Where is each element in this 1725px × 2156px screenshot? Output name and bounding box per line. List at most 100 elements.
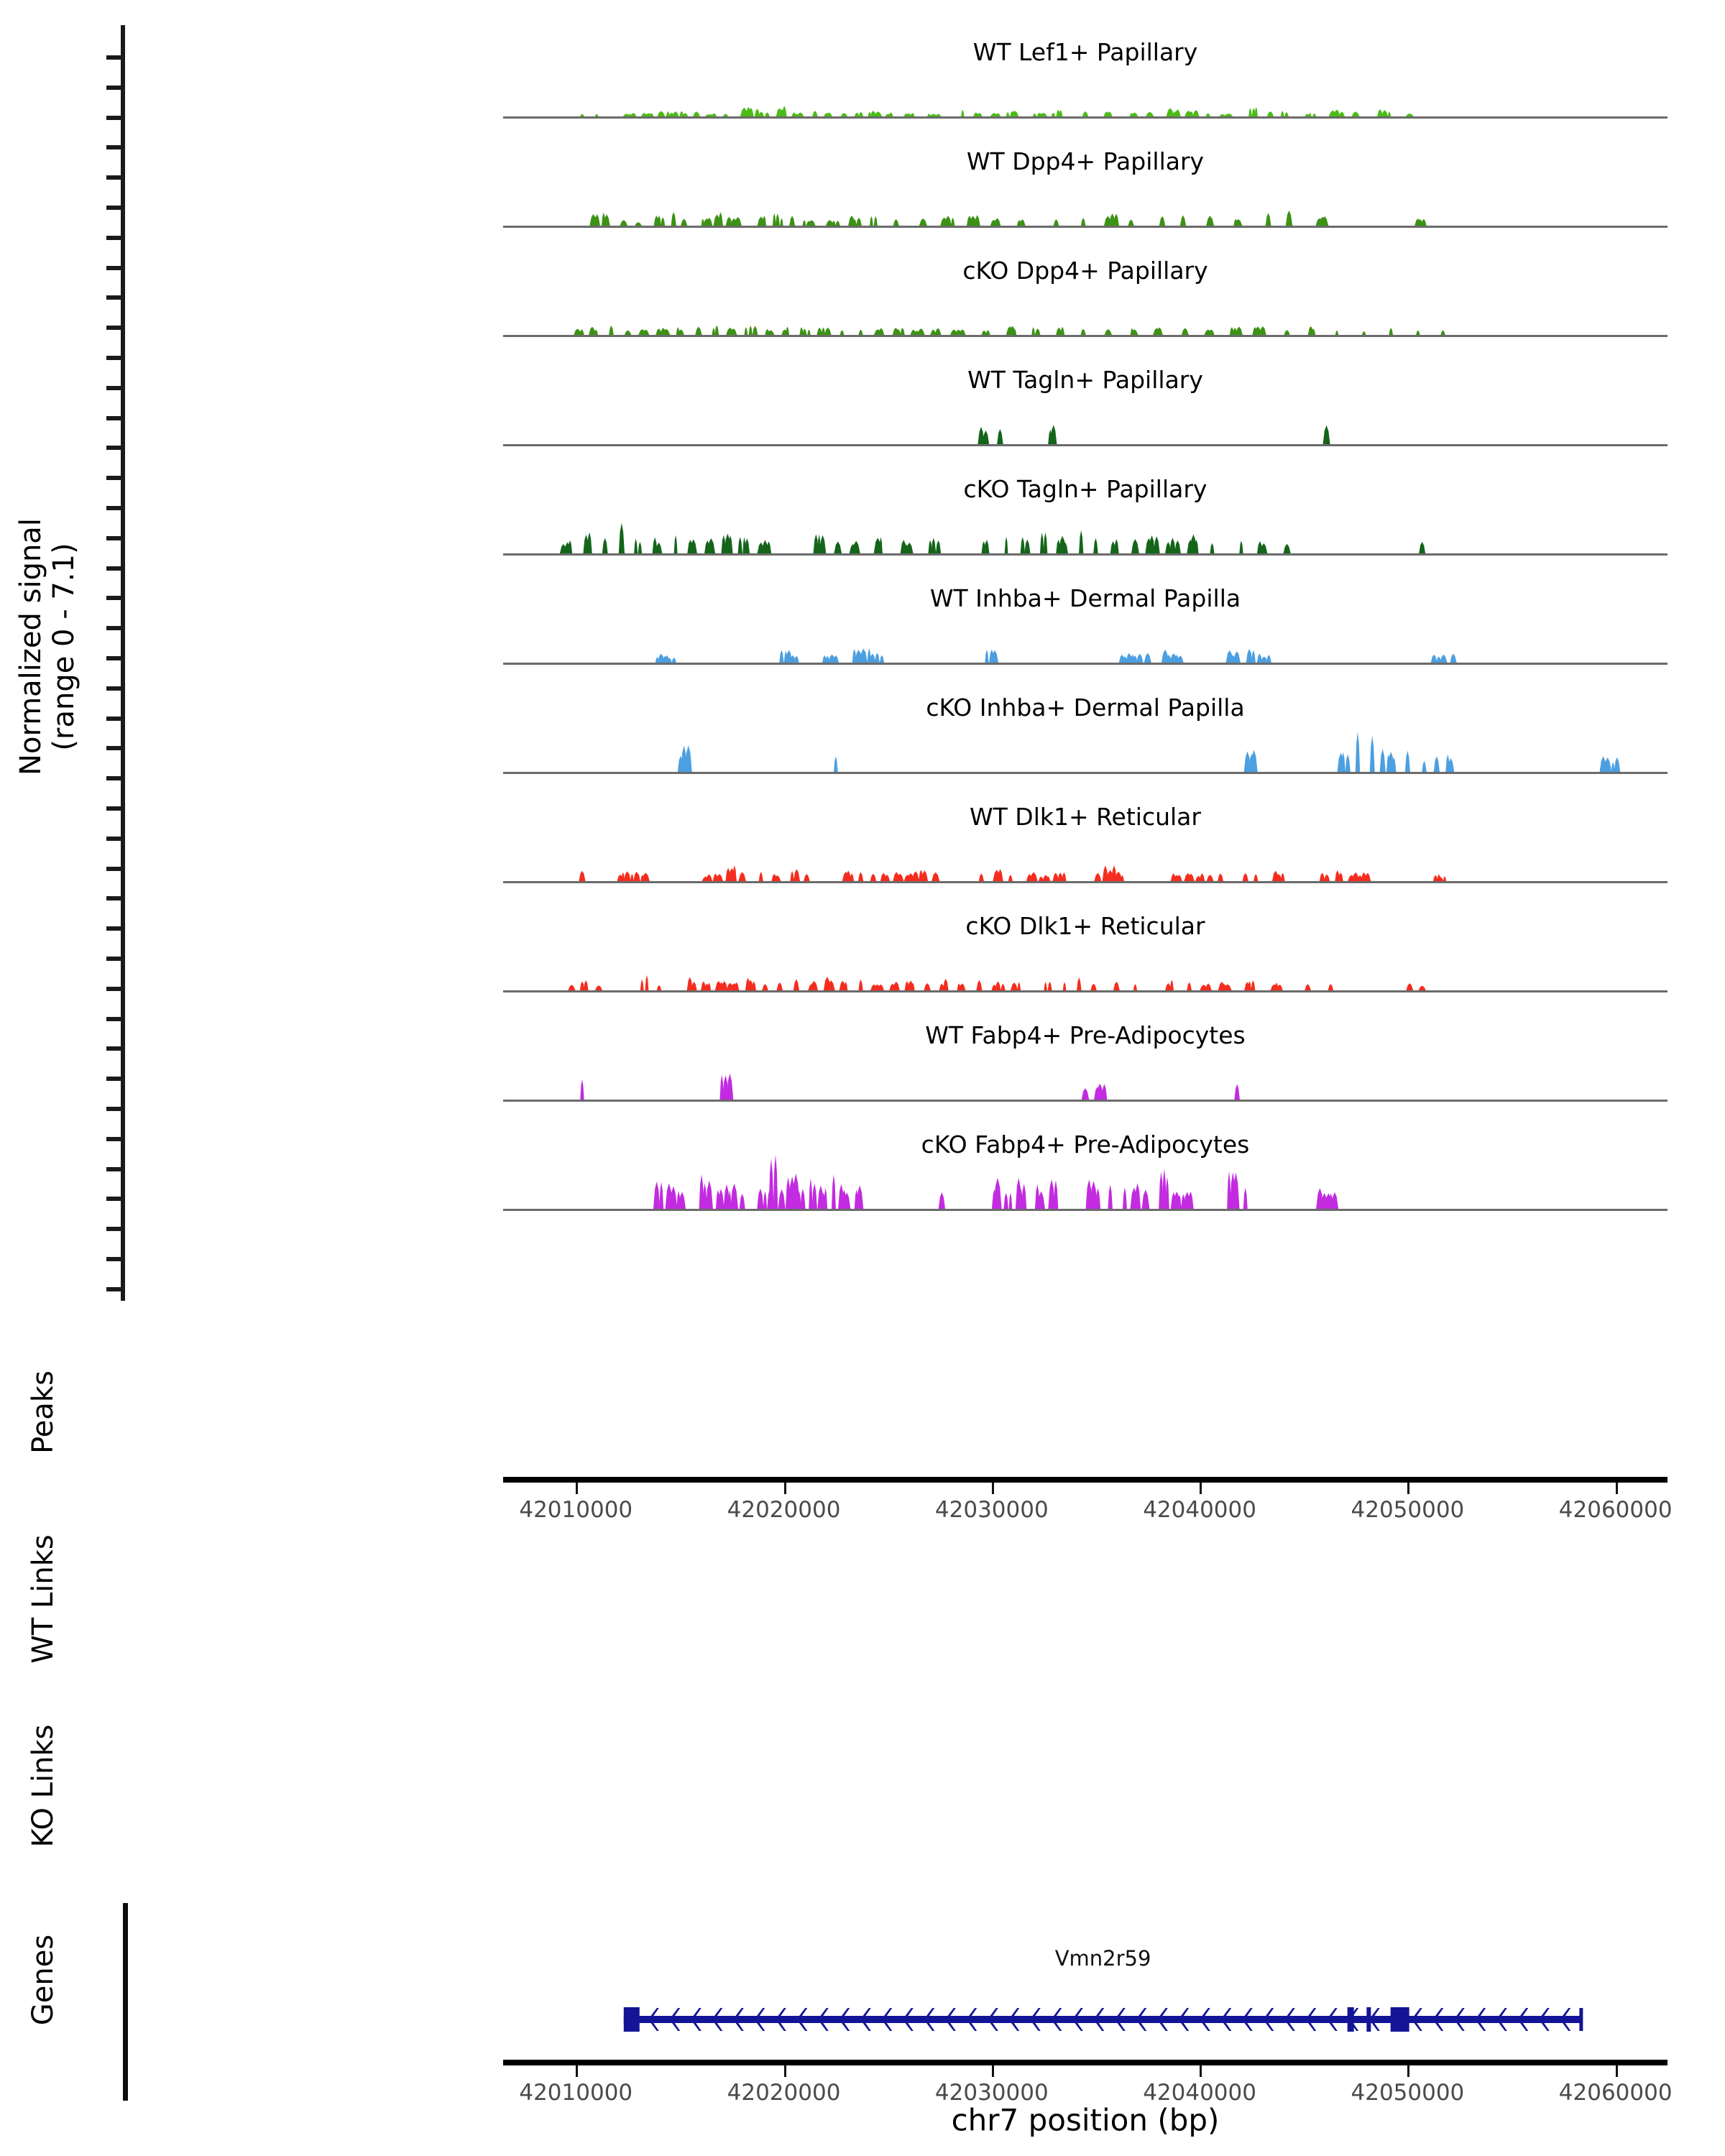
gene-strand-arrow-icon xyxy=(1475,2008,1486,2031)
x-axis-top-bar xyxy=(503,1477,1668,1483)
y-axis-tick xyxy=(106,1287,122,1291)
gene-model-vmn2r59[interactable] xyxy=(503,1998,1668,2041)
x-axis-tick-label: 42060000 xyxy=(1558,1497,1673,1523)
y-axis-tick xyxy=(106,1017,122,1021)
y-axis-tick xyxy=(106,806,122,811)
x-axis-tick-label: 42020000 xyxy=(727,2080,841,2106)
y-axis-tick xyxy=(106,1107,122,1111)
signal-track-label: cKO Dlk1+ Reticular xyxy=(965,912,1205,940)
x-axis-tick xyxy=(991,1483,994,1494)
x-axis-tick xyxy=(1615,2065,1618,2077)
signal-track-8: WT Dlk1+ Reticular xyxy=(503,790,1668,883)
x-axis-tick-label: 42050000 xyxy=(1351,2080,1465,2106)
y-axis-tick xyxy=(106,476,122,480)
y-axis-tick xyxy=(106,1046,122,1051)
y-axis-title: Normalized signal (range 0 - 7.1) xyxy=(14,518,80,775)
signal-track-2: WT Dpp4+ Papillary xyxy=(503,134,1668,228)
gene-strand-arrow-icon xyxy=(1178,2008,1190,2031)
gene-strand-arrow-icon xyxy=(1432,2008,1444,2031)
gene-strand-arrow-icon xyxy=(1496,2008,1507,2031)
gene-body xyxy=(623,2016,1583,2023)
gene-name-label: Vmn2r59 xyxy=(1054,1946,1151,1971)
gene-strand-arrow-icon xyxy=(1453,2008,1465,2031)
ko-links-section-label: KO Links xyxy=(27,1724,60,1848)
y-axis-tick xyxy=(106,987,122,991)
gene-strand-arrow-icon xyxy=(712,2008,723,2031)
x-axis-tick-label: 42060000 xyxy=(1558,2080,1673,2106)
genes-section-label: Genes xyxy=(27,1934,60,2026)
x-axis-tick-label: 42050000 xyxy=(1351,1497,1465,1523)
y-axis-tick xyxy=(106,867,122,871)
signal-track-label: WT Inhba+ Dermal Papilla xyxy=(929,584,1241,612)
signal-track-label: cKO Tagln+ Papillary xyxy=(963,475,1208,503)
gene-strand-arrow-icon xyxy=(1560,2008,1571,2031)
x-axis-tick xyxy=(576,2065,579,2077)
y-axis-tick xyxy=(106,446,122,450)
signal-track-label: WT Dlk1+ Reticular xyxy=(970,803,1201,831)
gene-exon xyxy=(1366,2007,1371,2032)
signal-track-baseline xyxy=(503,663,1668,665)
x-axis-tick xyxy=(783,1483,786,1494)
wt-links-section-label: WT Links xyxy=(27,1534,60,1664)
signal-trace xyxy=(655,648,1457,663)
x-axis-tick xyxy=(1407,2065,1410,2077)
signal-trace xyxy=(677,732,1621,772)
y-axis-tick xyxy=(106,1077,122,1081)
gene-strand-arrow-icon xyxy=(966,2008,978,2031)
signal-track-7: cKO Inhba+ Dermal Papilla xyxy=(503,681,1668,774)
x-axis-bottom-bar xyxy=(503,2060,1668,2065)
x-axis-tick-label: 42040000 xyxy=(1143,2080,1256,2106)
x-axis-tick xyxy=(1200,2065,1202,2077)
gene-exon xyxy=(623,2007,640,2032)
gene-strand-arrow-icon xyxy=(1220,2008,1232,2031)
signal-trace xyxy=(580,1073,1240,1100)
gene-strand-arrow-icon xyxy=(1284,2008,1295,2031)
gene-strand-arrow-icon xyxy=(1093,2008,1105,2031)
y-axis-tick xyxy=(106,236,122,240)
gene-strand-arrow-icon xyxy=(1008,2008,1020,2031)
gene-strand-arrow-icon xyxy=(1348,2008,1359,2031)
gene-strand-arrow-icon xyxy=(1029,2008,1041,2031)
signal-track-11: cKO Fabp4+ Pre-Adipocytes xyxy=(503,1118,1668,1211)
gene-strand-arrow-icon xyxy=(860,2008,871,2031)
y-axis-tick xyxy=(106,896,122,900)
gene-strand-arrow-icon xyxy=(775,2008,786,2031)
signal-trace xyxy=(978,425,1330,444)
y-axis-tick xyxy=(106,416,122,420)
y-axis-tick xyxy=(106,536,122,540)
gene-strand-arrow-icon xyxy=(690,2008,702,2031)
signal-track-baseline xyxy=(503,1100,1668,1102)
gene-strand-arrow-icon xyxy=(1241,2008,1253,2031)
gene-strand-arrow-icon xyxy=(648,2008,659,2031)
peaks-section-label: Peaks xyxy=(27,1370,60,1454)
y-axis-tick xyxy=(106,1257,122,1261)
y-axis-tick xyxy=(106,926,122,931)
x-axis-tick-label: 42010000 xyxy=(519,2080,633,2106)
x-axis-tick-label: 42040000 xyxy=(1143,1497,1256,1523)
signal-track-baseline xyxy=(503,990,1668,992)
signal-track-baseline xyxy=(503,226,1668,228)
y-axis-tick xyxy=(106,626,122,630)
signal-trace xyxy=(653,1154,1339,1209)
gene-strand-arrow-icon xyxy=(1114,2008,1126,2031)
gene-strand-arrow-icon xyxy=(1136,2008,1147,2031)
x-axis-title: chr7 position (bp) xyxy=(951,2102,1220,2138)
y-axis-tick xyxy=(106,746,122,750)
y-axis-tick xyxy=(106,957,122,961)
y-axis-tick xyxy=(106,566,122,571)
signal-trace xyxy=(579,106,1414,116)
y-axis-tick xyxy=(106,266,122,270)
gene-strand-arrow-icon xyxy=(839,2008,850,2031)
y-axis-tick xyxy=(106,55,122,60)
signal-track-label: cKO Inhba+ Dermal Papilla xyxy=(926,694,1245,722)
y-axis-tick xyxy=(106,1227,122,1231)
y-axis-tick xyxy=(106,1167,122,1171)
y-axis-tick xyxy=(106,656,122,660)
x-axis-tick-label: 42030000 xyxy=(934,1497,1049,1523)
signal-track-10: WT Fabp4+ Pre-Adipocytes xyxy=(503,1008,1668,1102)
gene-strand-arrow-icon xyxy=(987,2008,998,2031)
gene-strand-arrow-icon xyxy=(944,2008,956,2031)
y-axis-tick xyxy=(106,1197,122,1201)
signal-track-4: WT Tagln+ Papillary xyxy=(503,353,1668,446)
y-axis-tick xyxy=(106,116,122,120)
